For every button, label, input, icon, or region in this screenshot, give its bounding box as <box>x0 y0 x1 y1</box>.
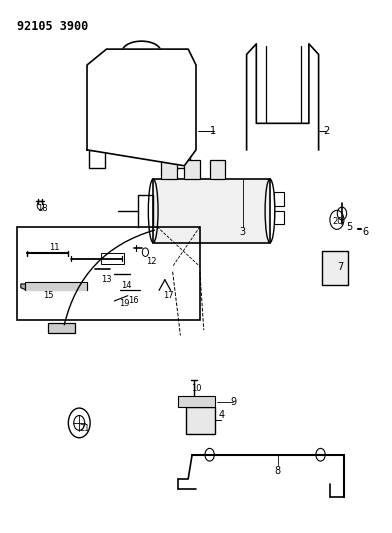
Text: 2: 2 <box>323 126 330 136</box>
Bar <box>323 251 348 285</box>
Bar <box>161 160 176 179</box>
Bar <box>274 211 283 224</box>
Text: 15: 15 <box>43 291 53 300</box>
Text: 10: 10 <box>191 384 201 393</box>
Text: 17: 17 <box>163 291 174 300</box>
Text: 14: 14 <box>121 280 131 289</box>
Bar <box>186 407 216 433</box>
Bar <box>210 160 225 179</box>
Bar <box>174 150 190 168</box>
Text: 13: 13 <box>101 275 112 284</box>
Text: 5: 5 <box>347 222 353 232</box>
Text: 3: 3 <box>240 227 246 237</box>
Text: 18: 18 <box>37 204 47 213</box>
Bar <box>274 192 283 206</box>
Polygon shape <box>87 49 196 166</box>
Text: 20: 20 <box>333 217 343 226</box>
Text: 92105 3900: 92105 3900 <box>17 20 88 33</box>
Text: 11: 11 <box>49 244 59 253</box>
Text: 8: 8 <box>275 466 281 475</box>
Text: 12: 12 <box>146 257 156 265</box>
Text: 21: 21 <box>80 424 90 433</box>
Polygon shape <box>25 282 87 290</box>
Bar <box>17 227 200 319</box>
Text: 1: 1 <box>211 126 216 136</box>
Bar <box>184 160 200 179</box>
Bar <box>48 323 75 333</box>
Text: 4: 4 <box>218 410 224 420</box>
Bar <box>101 253 124 264</box>
Text: 16: 16 <box>129 296 139 305</box>
Bar <box>153 179 270 243</box>
Bar <box>89 150 105 168</box>
Bar <box>178 397 216 407</box>
Polygon shape <box>21 284 25 289</box>
Polygon shape <box>247 44 319 150</box>
Text: 19: 19 <box>119 299 129 308</box>
Text: 9: 9 <box>230 397 236 407</box>
Text: 6: 6 <box>362 227 368 237</box>
Text: 7: 7 <box>337 262 343 271</box>
